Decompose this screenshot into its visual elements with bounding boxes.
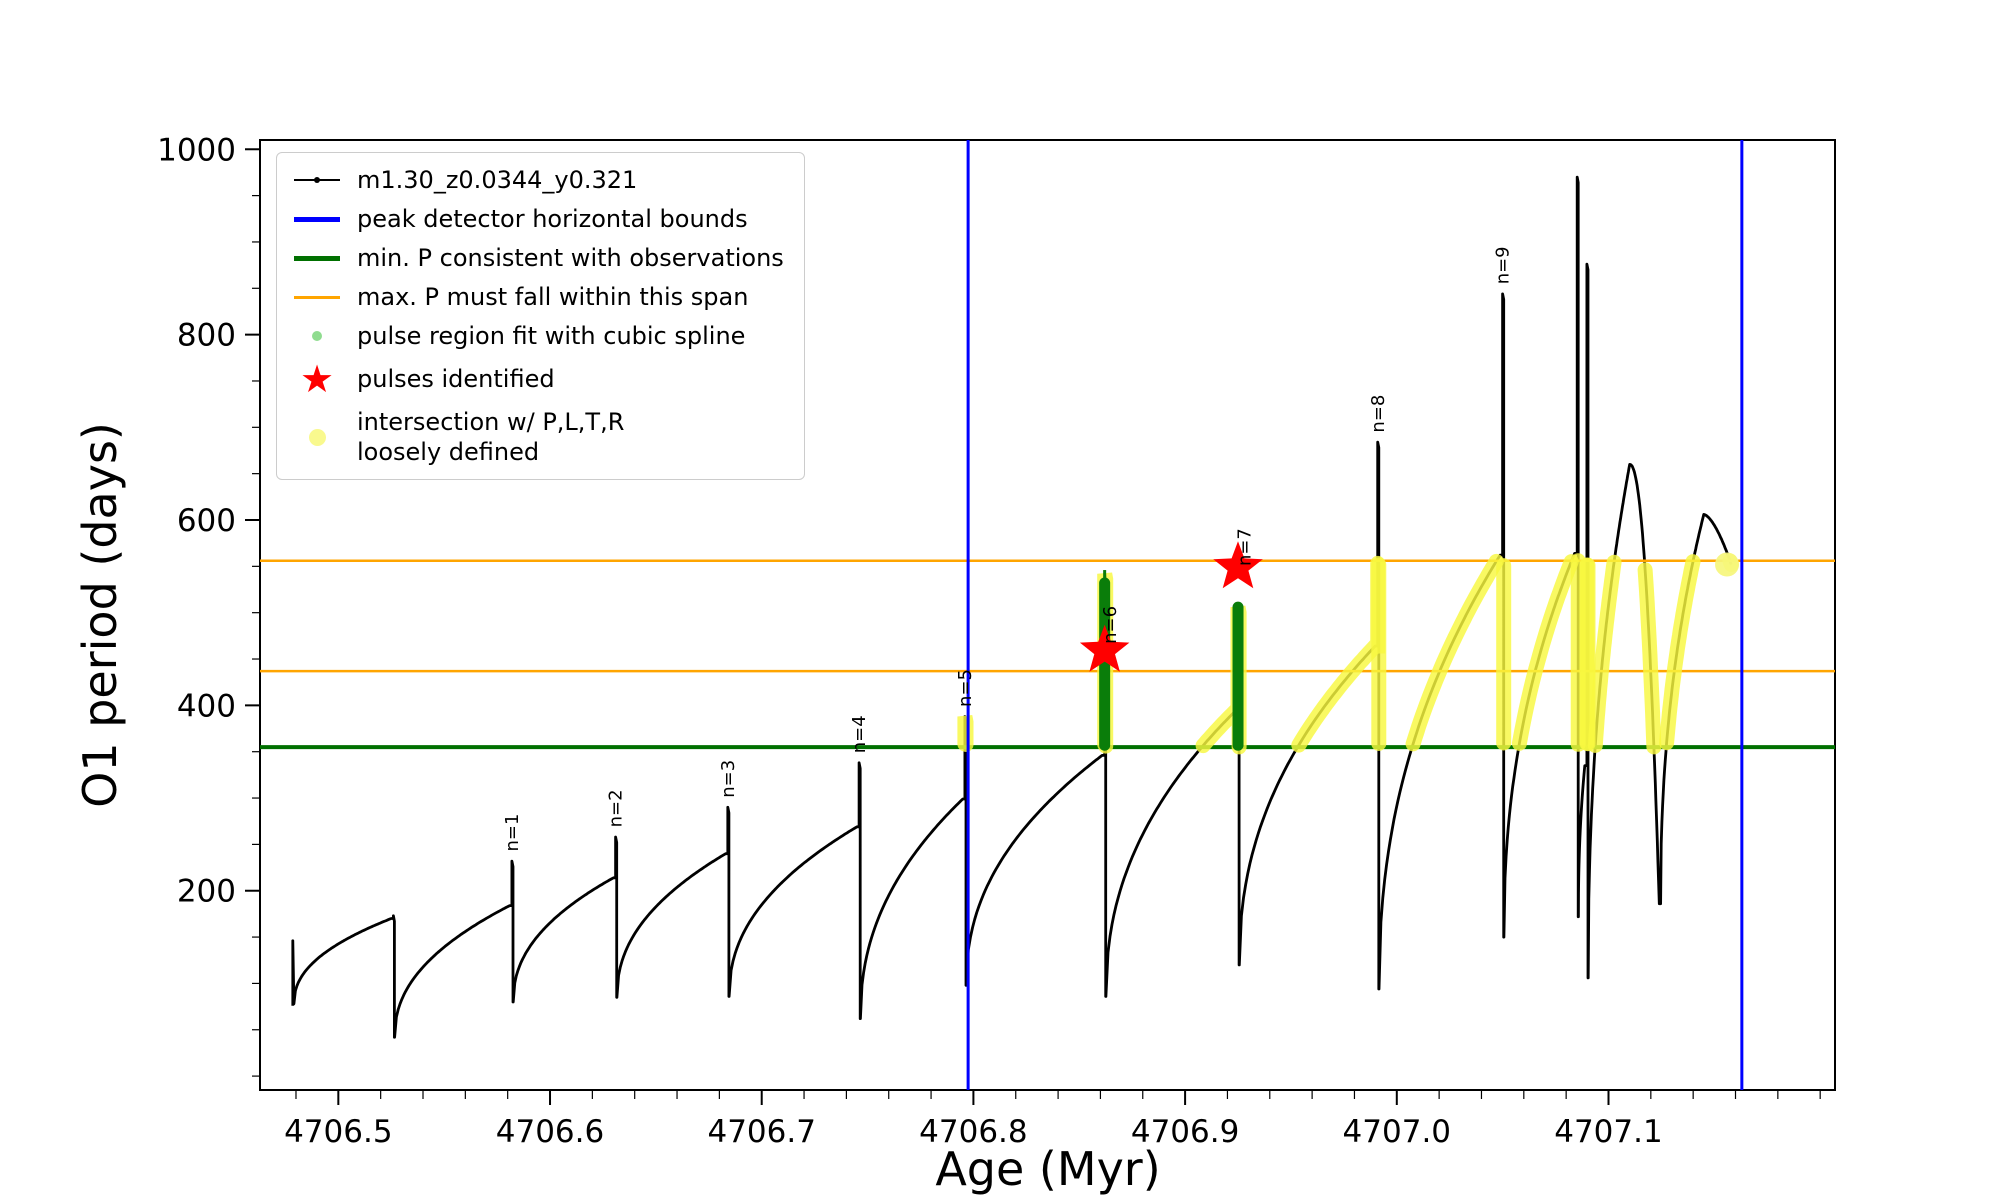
legend-label: peak detector horizontal bounds <box>357 205 748 233</box>
pulse-label: n=2 <box>606 789 627 827</box>
pulse-label: n=8 <box>1368 395 1389 433</box>
red-star-marker-icon: ★ <box>299 357 335 401</box>
x-tick-label: 4706.7 <box>707 1114 815 1150</box>
y-axis-label: O1 period (days) <box>73 422 127 808</box>
y-tick-label: 400 <box>177 688 236 724</box>
legend-label: m1.30_z0.0344_y0.321 <box>357 166 638 194</box>
intersection-overlay <box>1405 553 1504 752</box>
x-tick-label: 4706.5 <box>284 1114 392 1150</box>
intersection-overlay <box>1659 554 1701 751</box>
intersection-overlay <box>1637 562 1662 755</box>
pulse-label: n=3 <box>718 760 739 798</box>
legend: m1.30_z0.0344_y0.321 peak detector horiz… <box>276 152 805 480</box>
y-tick-label: 200 <box>177 874 236 910</box>
legend-item-min-p: min. P consistent with observations <box>289 243 784 273</box>
legend-item-max-p: max. P must fall within this span <box>289 282 784 312</box>
pulse-label: n=6 <box>1100 606 1121 644</box>
x-tick-label: 4706.8 <box>919 1114 1027 1150</box>
x-tick-label: 4707.0 <box>1343 1114 1451 1150</box>
y-tick-label: 800 <box>177 318 236 354</box>
legend-label: min. P consistent with observations <box>357 244 784 272</box>
green-line-marker-icon <box>294 255 340 261</box>
legend-item-pulse-fit: pulse region fit with cubic spline <box>289 321 784 351</box>
yellow-dot-marker-icon <box>308 428 326 446</box>
x-tick-label: 4706.6 <box>496 1114 604 1150</box>
blue-line-marker-icon <box>294 216 340 222</box>
black-curve <box>291 175 1733 1039</box>
pulse-label: n=7 <box>1234 528 1255 566</box>
pulse-label: n=9 <box>1493 246 1514 284</box>
legend-item-peak-bounds: peak detector horizontal bounds <box>289 204 784 234</box>
legend-label: pulse region fit with cubic spline <box>357 322 746 350</box>
x-axis-label: Age (Myr) <box>935 1142 1161 1196</box>
intersection-overlay <box>1587 554 1622 753</box>
legend-label: max. P must fall within this span <box>357 283 749 311</box>
legend-label: intersection w/ P,L,T,R loosely defined <box>357 408 625 466</box>
legend-label: pulses identified <box>357 365 555 393</box>
x-tick-label: 4706.9 <box>1131 1114 1239 1150</box>
pulse-label: n=5 <box>955 669 976 707</box>
line-dot-marker-icon <box>294 177 340 183</box>
pulse-star <box>1213 541 1263 589</box>
x-tick-label: 4707.1 <box>1554 1114 1662 1150</box>
intersection-overlay <box>1511 554 1579 751</box>
intersection-overlay <box>957 715 974 752</box>
orange-line-marker-icon <box>294 295 340 299</box>
y-tick-label: 600 <box>177 503 236 539</box>
pulse-label: n=1 <box>502 814 523 852</box>
intersection-end-marker <box>1715 552 1740 577</box>
y-tick-label: 1000 <box>157 132 236 168</box>
green-dot-marker-icon <box>312 331 322 341</box>
pulse-label: n=4 <box>849 715 870 753</box>
legend-item-series: m1.30_z0.0344_y0.321 <box>289 165 784 195</box>
legend-item-pulses: ★ pulses identified <box>289 360 784 398</box>
legend-item-intersection: intersection w/ P,L,T,R loosely defined <box>289 407 784 467</box>
pulse-star <box>1079 624 1130 672</box>
